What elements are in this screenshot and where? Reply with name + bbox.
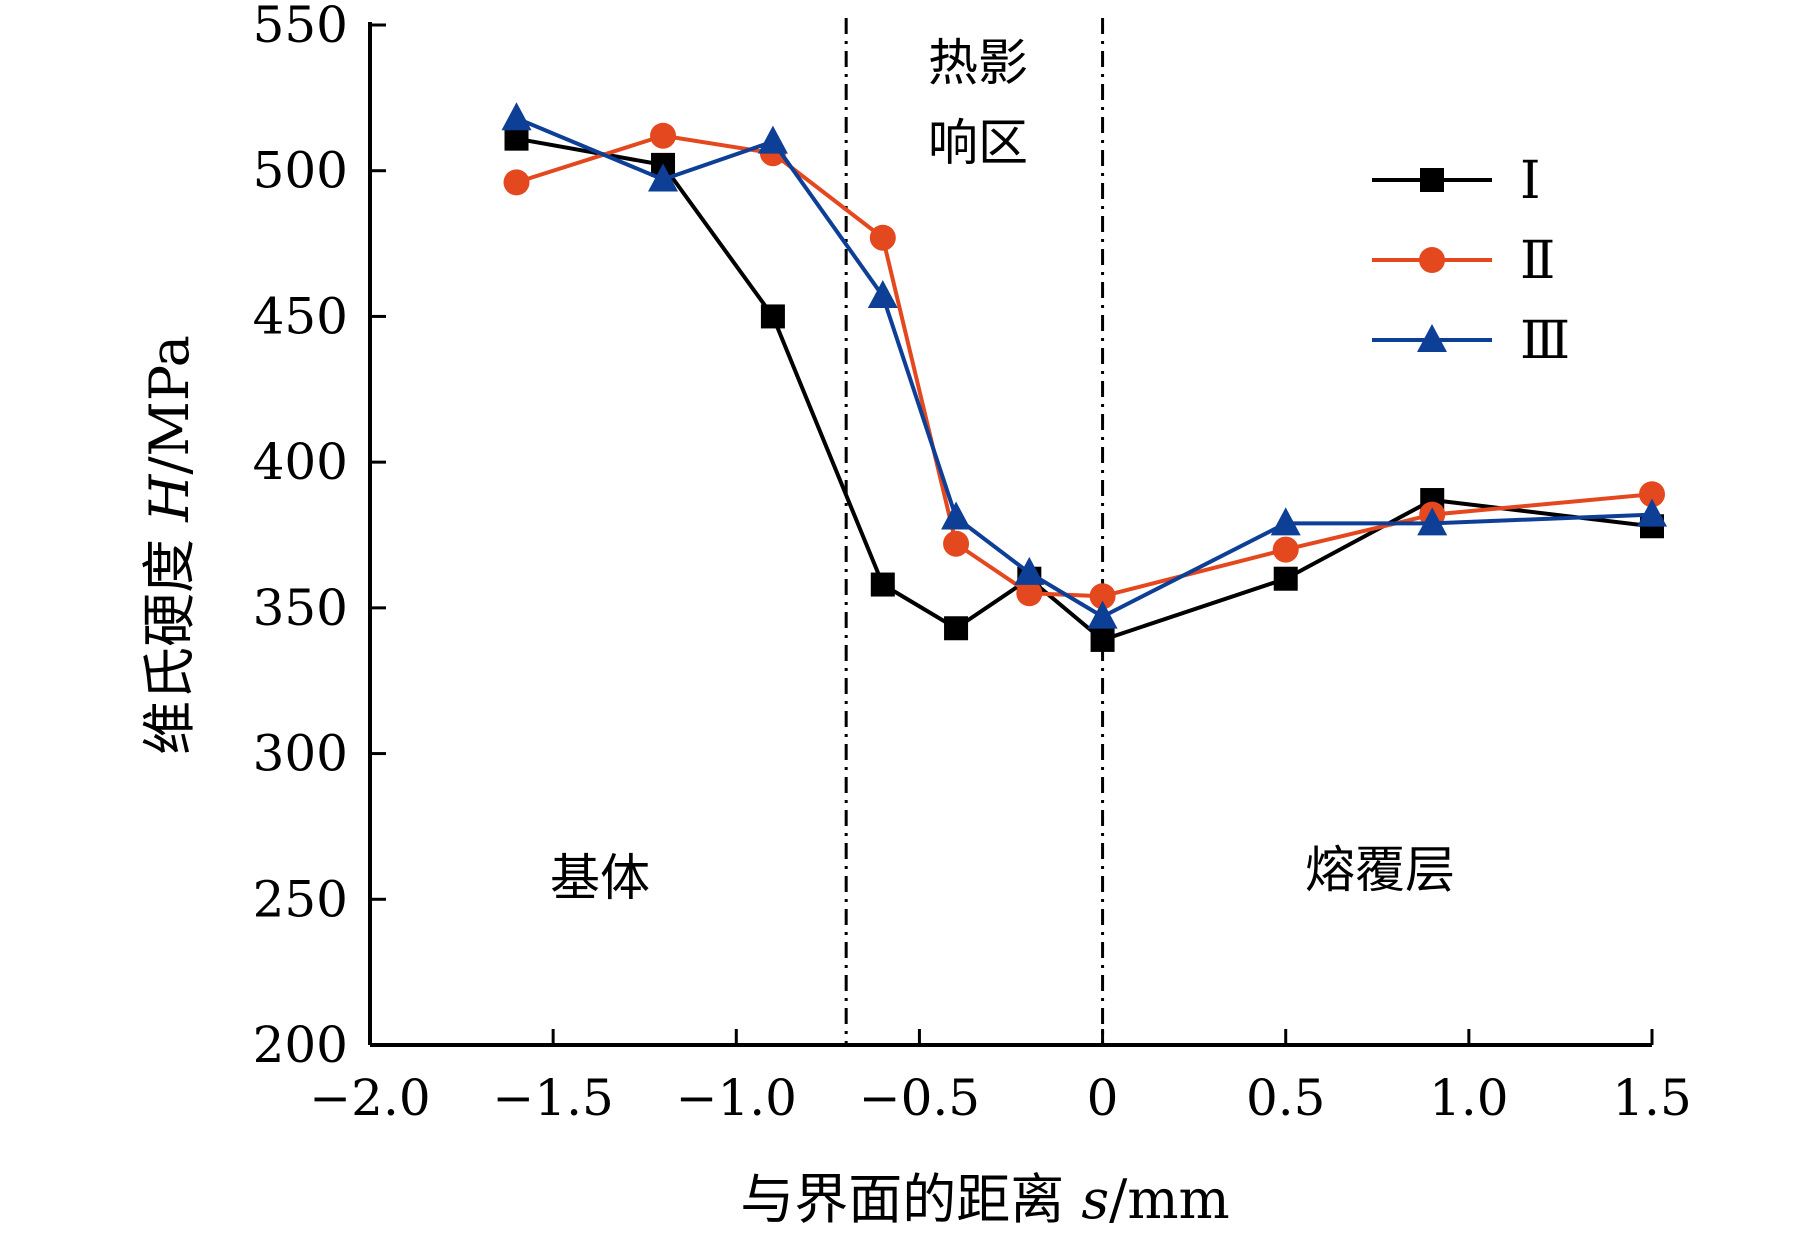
marker-circle: [650, 122, 677, 149]
x-tick-label: −1.5: [492, 1069, 613, 1127]
region-label-cladding: 熔覆层: [1305, 841, 1455, 899]
series-line: [515, 116, 1653, 619]
y-tick-label: 250: [253, 870, 348, 928]
marker-triangle: [1417, 507, 1448, 536]
y-tick-label: 200: [253, 1016, 348, 1074]
marker-circle: [503, 169, 530, 196]
marker-circle: [943, 530, 970, 557]
region-labels: 基体 热影 响区 熔覆层: [550, 34, 1455, 907]
axes: [368, 22, 1652, 1047]
reference-lines: [844, 18, 1105, 1045]
marker-triangle: [941, 501, 972, 530]
x-tick-label: −0.5: [859, 1069, 980, 1127]
marker-triangle: [757, 125, 788, 154]
x-tick-label: −1.0: [676, 1069, 797, 1127]
y-tick-label: 550: [253, 0, 348, 54]
series-line: [515, 133, 1653, 599]
x-tick-label: −2.0: [309, 1069, 430, 1127]
marker-square: [504, 126, 529, 151]
marker-circle: [1016, 580, 1043, 607]
region-label-substrate: 基体: [550, 849, 650, 907]
legend: Ⅰ Ⅱ Ⅲ: [1372, 151, 1570, 371]
marker-triangle: [1417, 324, 1447, 352]
marker-triangle: [1637, 498, 1667, 527]
marker-circle: [1089, 583, 1116, 610]
marker-square: [1090, 627, 1115, 652]
legend-label: Ⅰ: [1520, 151, 1541, 211]
series-2: [503, 122, 1665, 610]
marker-triangle: [1270, 507, 1301, 536]
series-1: [504, 126, 1664, 652]
region-label-haz-line1: 热影: [928, 34, 1028, 92]
series-3: [501, 102, 1667, 629]
marker-circle: [1419, 247, 1445, 273]
legend-item-2: Ⅱ: [1372, 231, 1555, 291]
marker-circle: [869, 224, 896, 251]
x-axis-ticks: −2.0 −1.5 −1.0 −0.5 0 0.5 1.0 1.5: [309, 1029, 1692, 1127]
marker-square: [944, 616, 969, 641]
y-tick-label: 450: [253, 287, 348, 345]
marker-triangle: [1014, 556, 1045, 585]
marker-triangle: [648, 163, 679, 192]
legend-label: Ⅲ: [1520, 311, 1570, 371]
marker-circle: [1272, 536, 1299, 563]
series-layer: [501, 102, 1667, 652]
legend-item-3: Ⅲ: [1372, 311, 1570, 371]
marker-circle: [1639, 481, 1665, 508]
marker-square: [1273, 566, 1298, 591]
x-tick-label: 1.5: [1612, 1069, 1692, 1127]
y-axis-title: 维氏硬度 H/MPa: [138, 335, 201, 755]
marker-triangle: [867, 280, 898, 309]
region-label-haz-line2: 响区: [928, 114, 1028, 172]
series-line: [516, 136, 1653, 642]
marker-square: [870, 572, 895, 597]
y-tick-label: 400: [253, 433, 348, 491]
x-tick-label: 0: [1087, 1069, 1119, 1127]
x-tick-label: 0.5: [1246, 1069, 1326, 1127]
y-tick-label: 500: [253, 142, 348, 200]
marker-triangle: [1087, 600, 1118, 629]
marker-triangle: [501, 102, 532, 131]
x-axis-title: 与界面的距离 s/mm: [740, 1168, 1230, 1231]
legend-label: Ⅱ: [1520, 231, 1555, 291]
legend-item-1: Ⅰ: [1372, 151, 1541, 211]
y-tick-label: 350: [253, 579, 348, 637]
y-axis-ticks: 200 250 300 350 400 450 500 550: [253, 0, 386, 1074]
x-tick-label: 1.0: [1429, 1069, 1509, 1127]
marker-square: [1420, 168, 1444, 192]
marker-square: [760, 304, 785, 329]
y-tick-label: 300: [253, 725, 348, 783]
